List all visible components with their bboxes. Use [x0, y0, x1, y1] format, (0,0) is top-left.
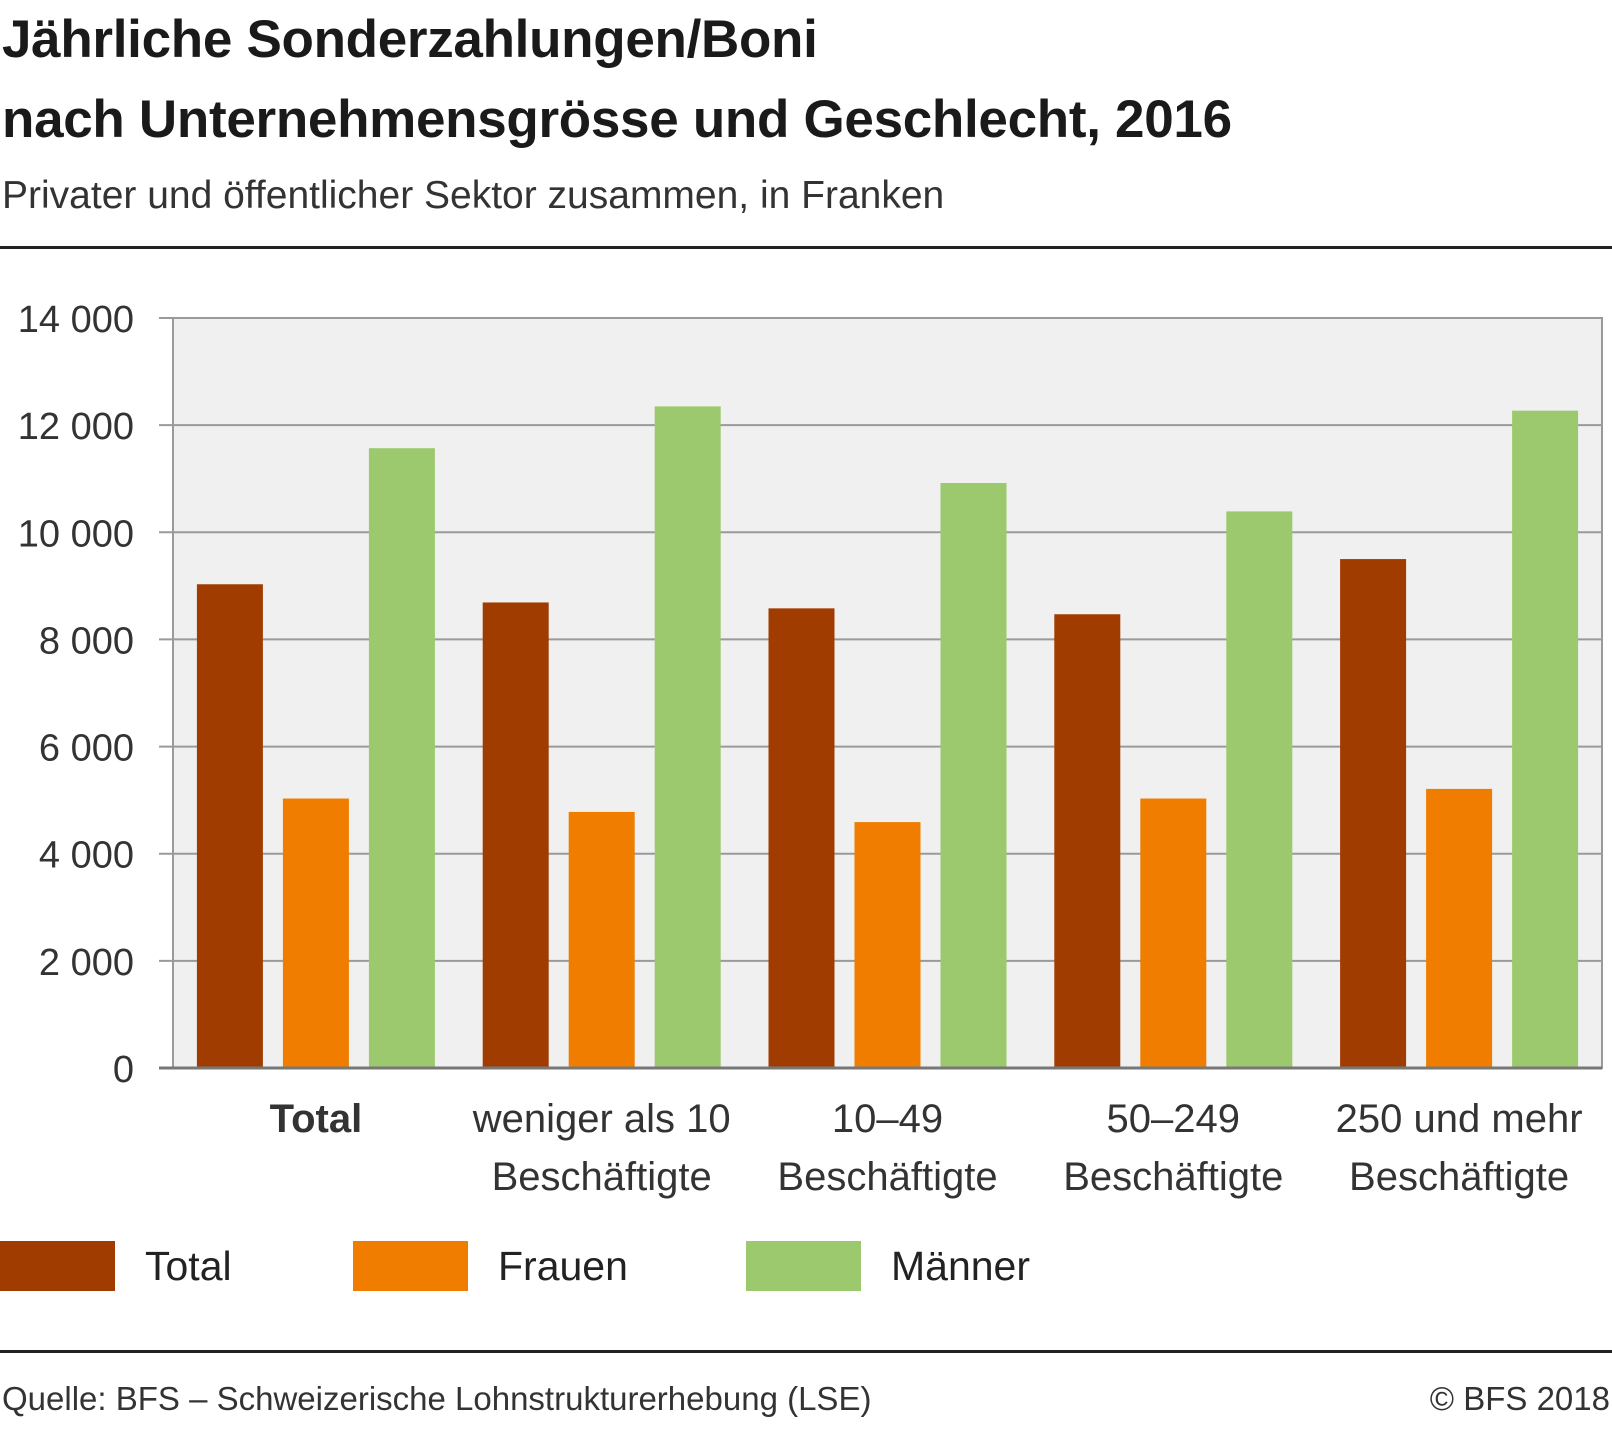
x-tick-label: 10–49 — [832, 1097, 943, 1141]
x-tick-label: 50–249 — [1107, 1097, 1240, 1141]
bar — [1054, 614, 1121, 1068]
y-tick-label: 0 — [113, 1049, 134, 1091]
legend-label-frauen: Frauen — [498, 1242, 628, 1289]
x-tick-label: Beschäftigte — [492, 1155, 712, 1199]
x-tick-label: Beschäftigte — [1063, 1155, 1283, 1199]
y-tick-label: 10 000 — [18, 513, 134, 555]
legend-swatch-frauen — [353, 1241, 468, 1291]
legend-item-maenner: Männer — [746, 1240, 1030, 1292]
chart-subtitle: Privater und öffentlicher Sektor zusamme… — [2, 174, 945, 217]
y-tick-label: 4 000 — [39, 835, 134, 877]
bar — [768, 608, 835, 1068]
bar — [854, 822, 921, 1068]
y-tick-label: 14 000 — [18, 299, 134, 341]
bar — [940, 483, 1007, 1068]
legend-label-maenner: Männer — [891, 1242, 1031, 1289]
bar-chart: 0 2 000 4 000 6 000 8 000 10 000 12 000 14 000 T… — [18, 299, 1603, 1199]
bar — [1512, 410, 1579, 1068]
bar — [1226, 511, 1293, 1069]
bar — [1140, 798, 1207, 1068]
x-tick-label: Beschäftigte — [777, 1155, 997, 1199]
source-note: Quelle: BFS – Schweizerische Lohnstruktu… — [2, 1380, 872, 1417]
legend-label-total: Total — [145, 1242, 232, 1289]
bottom-divider — [0, 1350, 1612, 1353]
bar — [1426, 788, 1493, 1068]
title-line-2: nach Unternehmensgrösse und Geschlecht, … — [2, 90, 1232, 149]
bar — [568, 811, 635, 1068]
bar — [282, 798, 349, 1068]
y-tick-label: 2 000 — [39, 942, 134, 984]
bar — [1340, 559, 1407, 1068]
bar — [654, 406, 721, 1069]
chart-title: Jährliche Sonderzahlungen/Boni nach Unte… — [2, 0, 1232, 160]
x-tick-label: weniger als 10 — [472, 1097, 731, 1141]
bar — [368, 448, 435, 1068]
legend-swatch-total — [0, 1241, 115, 1291]
bar — [482, 602, 549, 1068]
y-tick-label: 12 000 — [18, 406, 134, 448]
x-tick-label: Total — [270, 1097, 363, 1141]
x-tick-label: Beschäftigte — [1349, 1155, 1569, 1199]
x-tick-label: 250 und mehr — [1336, 1097, 1583, 1141]
title-line-1: Jährliche Sonderzahlungen/Boni — [2, 10, 818, 69]
bar — [196, 584, 263, 1068]
top-divider — [0, 246, 1612, 249]
legend-item-total: Total — [0, 1240, 232, 1292]
legend-swatch-maenner — [746, 1241, 861, 1291]
copyright-note: © BFS 2018 — [1429, 1380, 1610, 1417]
y-tick-label: 8 000 — [39, 620, 134, 662]
y-tick-label: 6 000 — [39, 728, 134, 770]
legend-item-frauen: Frauen — [353, 1240, 628, 1292]
